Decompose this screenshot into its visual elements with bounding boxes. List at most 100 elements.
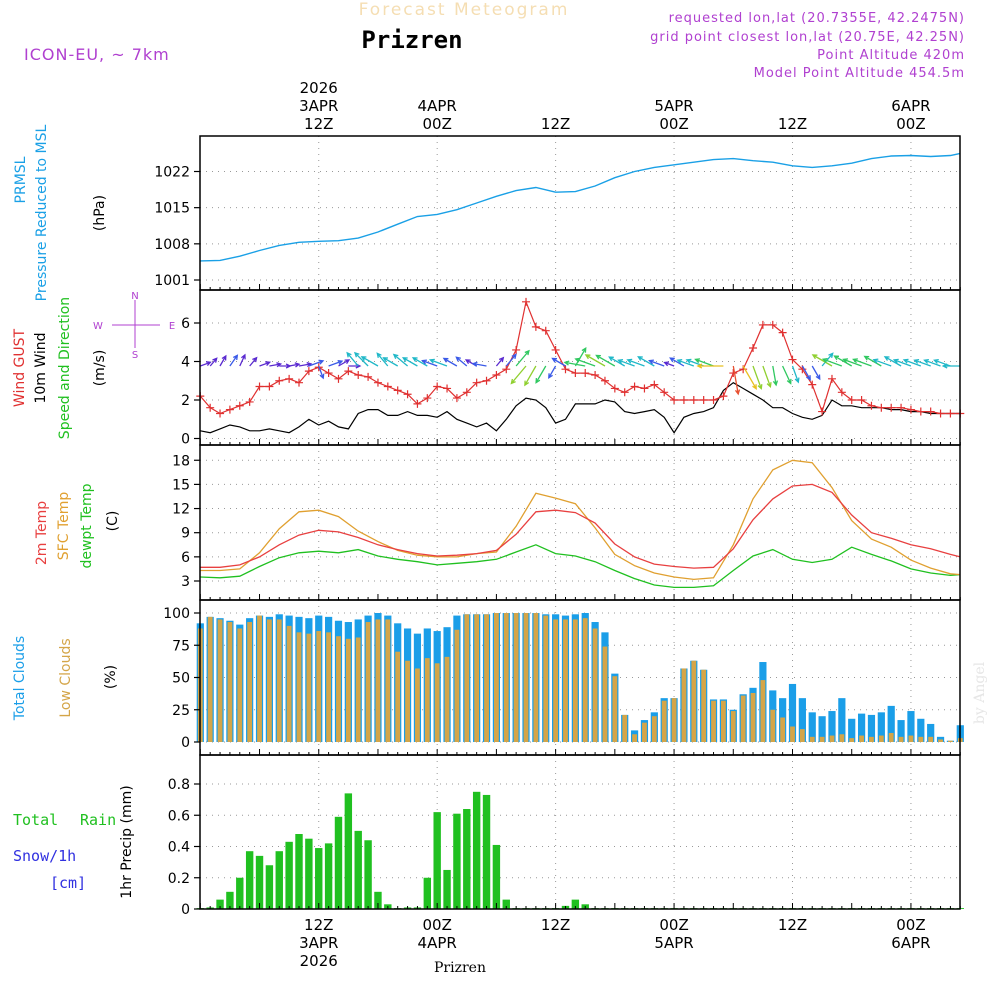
top-time-label: 00Z <box>896 115 925 133</box>
precip-panel-frame <box>199 754 961 910</box>
wind-arrow <box>229 354 239 367</box>
precip-bar <box>295 834 303 909</box>
total-cloud-bar <box>848 718 856 742</box>
wind-arrow <box>791 365 800 384</box>
total-clouds-label: Total Clouds <box>12 636 28 721</box>
gust-marker <box>354 370 363 379</box>
low-cloud-bar <box>701 669 707 742</box>
low-cloud-bar <box>869 736 874 742</box>
gust-marker <box>403 390 412 399</box>
wind-arrow <box>913 358 931 367</box>
pressure-tick-label: 1001 <box>154 273 190 289</box>
low-cloud-bar <box>888 732 894 742</box>
low-cloud-bar <box>572 619 578 742</box>
precip-unit: 1hr Precip (mm) <box>119 785 135 898</box>
precip-bar <box>324 843 333 909</box>
dewpoint-line <box>200 544 961 589</box>
gust-marker <box>897 403 906 412</box>
precip-bar <box>492 844 501 909</box>
low-clouds-label: Low Clouds <box>58 638 74 717</box>
low-cloud-bar <box>819 736 825 742</box>
precip-tick-label: 0.6 <box>168 808 190 824</box>
pressure-tick-label: 1008 <box>154 237 190 253</box>
low-cloud-bar <box>464 614 470 742</box>
gust-marker <box>887 403 896 412</box>
wind-arrow <box>259 361 272 367</box>
total-cloud-bar <box>887 705 895 742</box>
wind-arrow <box>382 357 399 367</box>
pressure-tick-label: 1022 <box>154 165 190 181</box>
low-cloud-bar <box>365 622 371 742</box>
wind-arrow <box>298 361 313 368</box>
low-cloud-bar <box>424 658 430 742</box>
gust-marker <box>749 344 758 353</box>
total-cloud-bar <box>798 698 806 742</box>
low-cloud-bar <box>237 628 243 742</box>
temp-unit: (C) <box>105 511 121 532</box>
wind-arrow <box>401 357 418 367</box>
gust-marker <box>561 365 570 374</box>
low-cloud-bar <box>721 700 726 742</box>
gust-marker <box>265 382 274 391</box>
top-time-label: 00Z <box>659 115 688 133</box>
gust-marker <box>541 326 550 335</box>
low-cloud-bar <box>405 660 410 742</box>
model-name: ICON-EU, ~ 7km <box>24 45 170 64</box>
low-cloud-bar <box>523 613 529 742</box>
wind-arrow <box>574 357 596 367</box>
gust-marker <box>482 376 491 385</box>
low-cloud-bar <box>563 619 568 742</box>
wind-arrow <box>872 358 892 367</box>
gust-marker <box>808 380 817 389</box>
wind-arrow <box>595 354 616 367</box>
wind-arrow <box>902 358 922 367</box>
gust-marker <box>255 382 264 391</box>
gust-marker <box>946 409 955 418</box>
wind-arrow <box>249 356 258 367</box>
wind-speed-line <box>200 381 961 434</box>
total-cloud-bar <box>907 711 915 742</box>
cloud-labels: Total Clouds Low Clouds (%) <box>12 636 119 721</box>
total-cloud-bar <box>808 712 816 742</box>
precip-bar <box>245 851 254 909</box>
low-cloud-bar <box>681 668 687 742</box>
temp-2m-label: 2m Temp <box>34 501 50 565</box>
temperature-labels: 2m Temp SFC Temp dewpt Temp (C) <box>34 483 121 568</box>
sfc-temp-line <box>200 459 961 581</box>
compass-e: E <box>169 321 175 332</box>
top-time-label: 12Z <box>541 115 570 133</box>
low-cloud-bar <box>898 736 904 742</box>
wind-arrow <box>209 357 218 367</box>
wind-arrow <box>548 365 557 380</box>
gust-marker <box>867 401 876 410</box>
wind-tick-label: 4 <box>181 355 190 371</box>
low-cloud-bar <box>503 613 509 742</box>
low-cloud-bar <box>543 615 549 742</box>
precip-bar <box>216 899 224 909</box>
low-cloud-bar <box>395 651 401 742</box>
precip-bar <box>226 891 234 909</box>
low-cloud-bar <box>513 613 519 742</box>
total-cloud-bar <box>788 683 797 742</box>
wind-arrow <box>392 353 409 367</box>
wind-arrow <box>892 358 912 367</box>
meteogram-subtitle: Forecast Meteogram <box>359 0 570 20</box>
bottom-time-label: 12Z <box>541 916 570 934</box>
clouds-tick-label: 25 <box>172 703 190 719</box>
low-cloud-bar <box>247 622 253 742</box>
low-cloud-bar <box>336 636 341 742</box>
gust-marker <box>344 367 353 376</box>
gust-marker <box>393 386 402 395</box>
wind-arrow <box>637 356 655 367</box>
low-cloud-bar <box>484 614 489 742</box>
temp-sfc-label: SFC Temp <box>56 492 72 561</box>
gust-marker <box>502 365 511 374</box>
gust-marker <box>877 403 886 412</box>
gust-marker <box>551 345 560 354</box>
gust-marker <box>926 407 935 416</box>
precip-tick-label: 0 <box>181 902 190 918</box>
wind-labels: Wind GUST 10m Wind Speed and Direction (… <box>12 297 108 439</box>
gust-marker <box>778 328 787 337</box>
wind-arrow <box>428 358 448 367</box>
low-cloud-bar <box>878 735 884 742</box>
